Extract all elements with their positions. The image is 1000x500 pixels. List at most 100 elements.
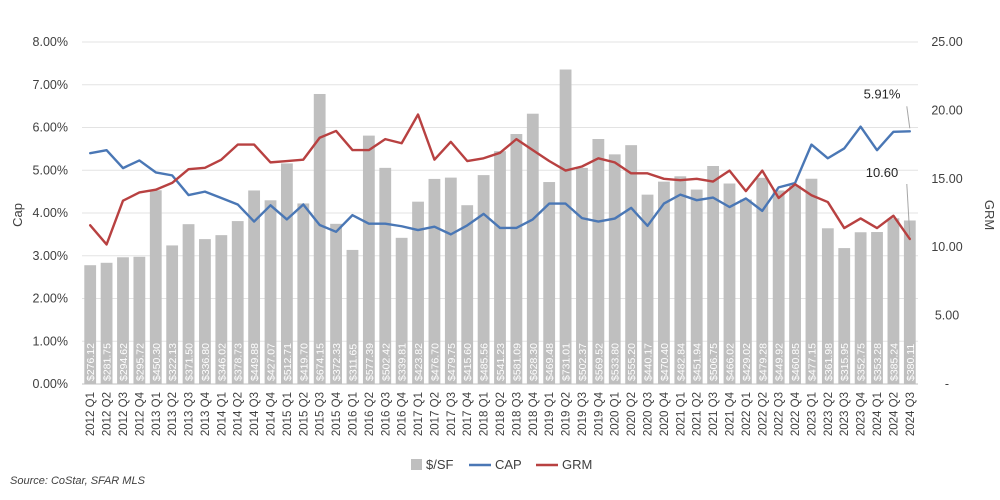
bar bbox=[412, 201, 424, 384]
x-tick-label: 2019 Q3 bbox=[577, 392, 589, 436]
bar bbox=[494, 151, 506, 384]
legend: $/SF CAP GRM bbox=[411, 457, 592, 472]
bar bbox=[592, 138, 605, 384]
x-tick-label: 2023 Q3 bbox=[839, 392, 851, 436]
x-tick-label: 2017 Q2 bbox=[429, 392, 441, 436]
bar-data-label: $577.39 bbox=[364, 343, 376, 381]
bar-data-label: $628.30 bbox=[528, 343, 540, 381]
annotation-leader bbox=[906, 106, 911, 129]
bar-data-label: $339.81 bbox=[397, 343, 409, 381]
x-tick-label: 2015 Q3 bbox=[315, 392, 327, 436]
x-tick-label: 2017 Q4 bbox=[462, 391, 474, 436]
bar-data-label: $450.30 bbox=[151, 343, 163, 381]
left-tick-label: 2.00% bbox=[33, 292, 68, 306]
bar-data-label: $555.20 bbox=[626, 343, 638, 381]
bar bbox=[821, 228, 834, 384]
x-tick-label: 2018 Q4 bbox=[528, 391, 540, 436]
bar-data-label: $371.50 bbox=[184, 343, 196, 381]
bar bbox=[838, 248, 851, 384]
bar bbox=[477, 175, 490, 384]
bar-data-label: $380.11 bbox=[905, 344, 917, 381]
x-tick-label: 2023 Q1 bbox=[806, 392, 818, 436]
left-axis-ticks: 0.00% 1.00% 2.00% 3.00% 4.00% 5.00% 6.00% 7.00%… bbox=[33, 35, 68, 391]
annotation-label: 5.91% bbox=[864, 86, 901, 101]
bar-data-label: $449.92 bbox=[774, 343, 786, 381]
x-tick-label: 2016 Q4 bbox=[397, 391, 409, 436]
x-tick-label: 2016 Q3 bbox=[380, 392, 392, 436]
bar bbox=[264, 200, 277, 384]
right-tick-label: 25.00 bbox=[931, 35, 962, 49]
x-tick-label: 2022 Q1 bbox=[741, 392, 753, 436]
bar-data-label: $482.84 bbox=[675, 343, 687, 381]
bar-data-label: $336.80 bbox=[200, 343, 212, 381]
x-tick-label: 2012 Q1 bbox=[85, 392, 97, 436]
x-tick-label: 2020 Q1 bbox=[610, 392, 622, 436]
bar-data-label: $322.13 bbox=[167, 343, 179, 381]
cap-line bbox=[88, 125, 911, 236]
bar-data-label: $479.75 bbox=[446, 343, 458, 381]
x-tick-label: 2021 Q4 bbox=[724, 391, 736, 436]
bar-data-label: $451.94 bbox=[692, 343, 704, 381]
x-tick-label: 2013 Q4 bbox=[200, 391, 212, 436]
bar-data-label: $346.02 bbox=[216, 343, 228, 381]
legend-label: CAP bbox=[495, 457, 522, 472]
x-tick-label: 2020 Q4 bbox=[659, 391, 671, 436]
x-tick-label: 2016 Q1 bbox=[347, 392, 359, 436]
x-tick-label: 2021 Q3 bbox=[708, 392, 720, 436]
x-tick-label: 2014 Q2 bbox=[233, 392, 245, 436]
bar bbox=[772, 190, 785, 384]
bar-data-labels: $276.12 $281.75 $294.62 $295.72 $450.30 $322.… bbox=[85, 343, 917, 381]
x-tick-label: 2014 Q4 bbox=[266, 391, 278, 436]
legend-label: GRM bbox=[562, 457, 592, 472]
x-tick-label: 2016 Q2 bbox=[364, 392, 376, 436]
bar-data-label: $427.07 bbox=[266, 343, 278, 381]
x-tick-label: 2024 Q2 bbox=[888, 392, 900, 436]
bar bbox=[510, 134, 523, 384]
bar-data-label: $466.02 bbox=[724, 343, 736, 381]
bar bbox=[674, 176, 687, 384]
bar bbox=[444, 177, 457, 384]
bar bbox=[690, 189, 703, 384]
bar-data-label: $541.23 bbox=[495, 343, 507, 381]
x-tick-label: 2018 Q1 bbox=[479, 392, 491, 436]
bar bbox=[707, 166, 719, 384]
bar-data-label: $423.82 bbox=[413, 343, 425, 381]
x-tick-label: 2015 Q2 bbox=[298, 392, 310, 436]
left-tick-label: 1.00% bbox=[33, 334, 68, 348]
bar bbox=[625, 145, 638, 384]
bar bbox=[231, 221, 244, 384]
right-tick-label: 15.00 bbox=[931, 172, 962, 186]
bar-data-label: $276.12 bbox=[85, 343, 97, 381]
bar bbox=[739, 199, 752, 384]
bar-data-label: $479.28 bbox=[757, 343, 769, 381]
bar bbox=[608, 154, 621, 384]
x-tick-label: 2015 Q4 bbox=[331, 391, 343, 436]
bar-data-label: $440.17 bbox=[643, 343, 655, 381]
bar bbox=[658, 181, 670, 384]
bar-data-label: $295.72 bbox=[134, 343, 146, 381]
x-tick-label: 2019 Q2 bbox=[561, 392, 573, 436]
x-tick-label: 2014 Q3 bbox=[249, 392, 261, 436]
grm-line bbox=[88, 113, 911, 246]
bar bbox=[362, 135, 375, 384]
bar-data-label: $470.40 bbox=[659, 343, 671, 381]
bar bbox=[330, 223, 342, 384]
bar bbox=[543, 182, 556, 384]
bar-data-label: $476.70 bbox=[429, 343, 441, 381]
right-tick-label: 10.00 bbox=[931, 240, 962, 254]
bar-data-label: $502.42 bbox=[380, 343, 392, 381]
bar bbox=[887, 218, 900, 384]
bar-data-label: $731.01 bbox=[561, 343, 573, 381]
bar bbox=[461, 205, 474, 384]
x-tick-label: 2013 Q3 bbox=[184, 392, 196, 436]
x-tick-label: 2020 Q2 bbox=[626, 392, 638, 436]
bar bbox=[756, 177, 769, 384]
bar-data-label: $533.80 bbox=[610, 343, 622, 381]
bar-data-label: $294.62 bbox=[118, 343, 130, 381]
bar bbox=[871, 232, 883, 384]
bar bbox=[149, 190, 162, 384]
bar-data-label: $361.98 bbox=[823, 343, 835, 381]
bar-data-label: $352.75 bbox=[856, 343, 868, 381]
bar-data-label: $502.37 bbox=[577, 343, 589, 381]
x-tick-label: 2021 Q2 bbox=[692, 392, 704, 436]
